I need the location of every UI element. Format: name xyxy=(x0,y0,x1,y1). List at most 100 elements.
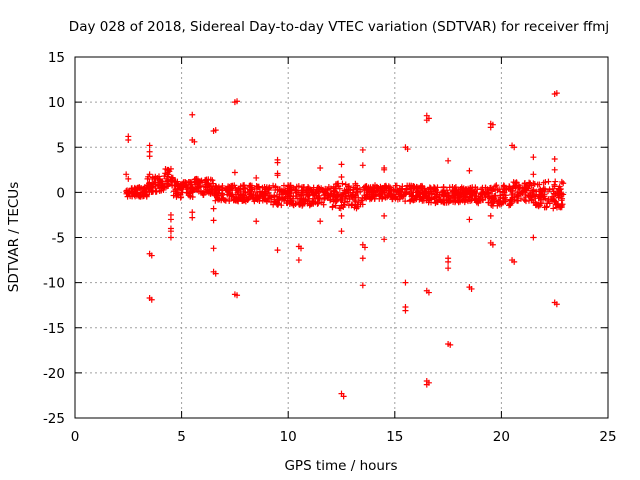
data-point xyxy=(253,189,260,196)
data-point xyxy=(180,179,187,186)
data-point xyxy=(219,191,226,198)
data-point xyxy=(242,198,249,205)
data-point xyxy=(177,191,184,198)
data-point xyxy=(264,198,271,205)
data-point xyxy=(507,202,514,209)
data-point xyxy=(320,201,327,208)
data-point xyxy=(200,191,207,198)
data-point xyxy=(441,199,448,206)
data-point xyxy=(489,121,496,128)
data-point xyxy=(146,171,153,178)
data-point xyxy=(210,245,217,252)
data-point xyxy=(530,180,537,187)
y-tick-label: -15 xyxy=(43,321,65,337)
data-point xyxy=(125,137,132,144)
data-point xyxy=(354,185,361,192)
data-point xyxy=(471,189,478,196)
data-point xyxy=(551,183,558,190)
data-point xyxy=(388,186,395,193)
data-point xyxy=(452,187,459,194)
y-tick-label: -20 xyxy=(43,366,65,382)
data-point xyxy=(408,192,415,199)
data-point xyxy=(550,205,557,212)
y-tick-label: -25 xyxy=(43,411,65,427)
data-point xyxy=(359,255,366,262)
data-point xyxy=(212,197,219,204)
data-point xyxy=(466,216,473,223)
data-point xyxy=(446,192,453,199)
data-point xyxy=(517,184,524,191)
data-point xyxy=(297,245,304,252)
data-point xyxy=(123,189,130,196)
data-point xyxy=(316,195,323,202)
data-point xyxy=(274,247,281,254)
data-point xyxy=(501,186,508,193)
data-point xyxy=(426,195,433,202)
data-point xyxy=(448,197,455,204)
y-tick-label: 10 xyxy=(48,95,65,111)
data-point xyxy=(274,172,281,179)
data-point xyxy=(192,185,199,192)
data-point xyxy=(553,301,560,308)
data-point xyxy=(272,183,279,190)
data-point xyxy=(335,192,342,199)
data-point xyxy=(446,184,453,191)
data-point xyxy=(204,180,211,187)
data-point xyxy=(407,197,414,204)
data-point xyxy=(479,196,486,203)
data-point xyxy=(329,203,336,210)
data-point xyxy=(402,307,409,314)
data-point xyxy=(287,195,294,202)
data-point xyxy=(530,234,537,241)
data-point xyxy=(332,202,339,209)
data-point xyxy=(487,184,494,191)
data-point xyxy=(551,166,558,173)
data-point xyxy=(241,182,248,189)
data-point xyxy=(425,289,432,296)
data-point xyxy=(404,146,411,153)
data-point xyxy=(431,184,438,191)
data-point xyxy=(542,186,549,193)
data-point xyxy=(246,183,253,190)
data-point xyxy=(210,217,217,224)
data-point xyxy=(317,165,324,172)
data-point xyxy=(463,186,470,193)
data-point xyxy=(338,174,345,181)
data-point xyxy=(462,193,469,200)
data-point xyxy=(511,258,518,265)
data-point xyxy=(560,191,567,198)
data-point xyxy=(342,181,349,188)
data-point xyxy=(219,185,226,192)
data-point xyxy=(530,199,537,206)
data-point xyxy=(464,198,471,205)
data-point xyxy=(365,185,372,192)
data-point xyxy=(411,183,418,190)
data-point xyxy=(513,179,520,186)
data-point xyxy=(259,197,266,204)
data-point xyxy=(560,180,567,187)
data-point xyxy=(294,189,301,196)
y-tick-label: 15 xyxy=(48,50,65,66)
data-point xyxy=(523,187,530,194)
data-point xyxy=(530,171,537,178)
data-point xyxy=(300,196,307,203)
data-point xyxy=(324,192,331,199)
data-point xyxy=(145,185,152,192)
data-point xyxy=(449,188,456,195)
data-point xyxy=(417,183,424,190)
data-point xyxy=(497,192,504,199)
data-point xyxy=(359,162,366,169)
data-point xyxy=(480,189,487,196)
data-point xyxy=(281,197,288,204)
data-point xyxy=(124,193,131,200)
data-point xyxy=(338,161,345,168)
data-point xyxy=(359,146,366,153)
tick-labels: 0 5 10 15 20 25 -25 -20 -15 -10 -5 0 5 10 15 xyxy=(43,50,617,445)
data-point xyxy=(509,194,516,201)
data-point xyxy=(526,182,533,189)
data-point xyxy=(199,179,206,186)
data-point xyxy=(432,195,439,202)
data-point xyxy=(545,196,552,203)
data-point xyxy=(210,205,217,212)
